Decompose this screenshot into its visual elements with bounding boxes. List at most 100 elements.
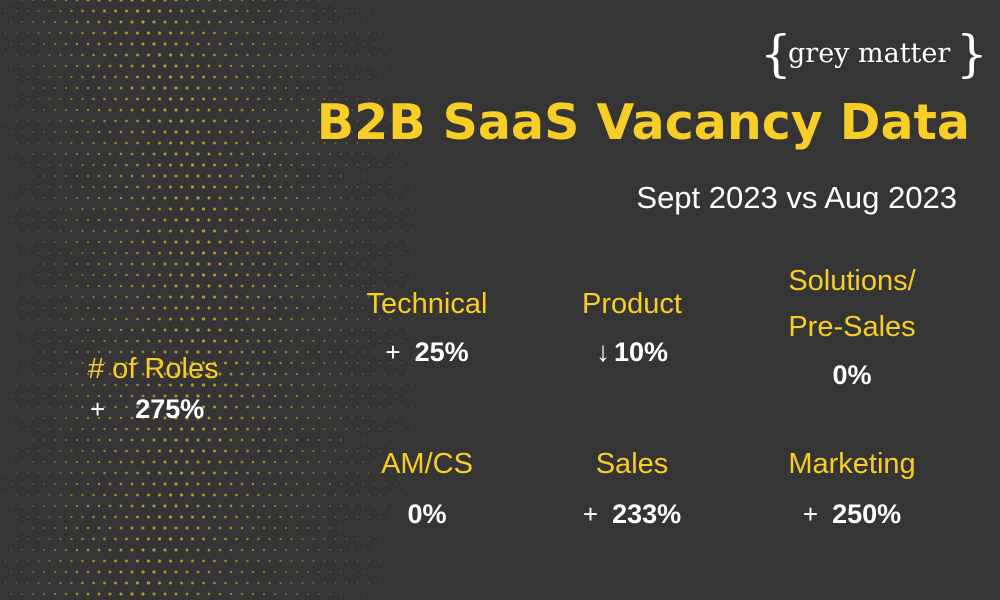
stat-roles-value-row: +275% [70, 392, 260, 426]
pattern-dot [163, 548, 167, 552]
pattern-dot [124, 581, 129, 585]
pattern-dot [59, 164, 62, 166]
pattern-dot [48, 98, 51, 100]
pattern-dot [246, 581, 249, 585]
pattern-dot [59, 230, 62, 232]
pattern-dot [362, 197, 364, 199]
pattern-dot [251, 394, 255, 398]
pattern-dot [32, 153, 34, 155]
pattern-dot [257, 97, 260, 101]
pattern-dot [174, 526, 178, 530]
pattern-dot [384, 351, 386, 353]
pattern-dot [185, 240, 189, 244]
pattern-dot [307, 549, 309, 551]
pattern-dot [389, 428, 392, 430]
pattern-dot [185, 108, 189, 112]
pattern-dot [229, 64, 233, 68]
pattern-dot [152, 416, 156, 420]
pattern-dot [251, 570, 255, 574]
pattern-dot [43, 505, 45, 507]
pattern-dot [64, 0, 68, 2]
pattern-dot [174, 130, 178, 134]
pattern-dot [86, 42, 90, 46]
pattern-dot [21, 219, 23, 221]
pattern-dot [81, 207, 84, 211]
pattern-dot [340, 109, 342, 111]
pattern-dot [295, 306, 299, 310]
pattern-dot [147, 493, 150, 497]
pattern-dot [70, 581, 73, 585]
pattern-dot [406, 263, 408, 265]
pattern-dot [323, 582, 326, 584]
pattern-dot [26, 164, 29, 166]
pattern-dot [26, 384, 29, 386]
pattern-dot [37, 32, 40, 34]
pattern-dot [179, 75, 184, 79]
pattern-dot [373, 197, 375, 199]
pattern-dot [246, 471, 249, 475]
pattern-dot [362, 21, 364, 23]
pattern-dot [196, 592, 200, 596]
pattern-dot [53, 570, 57, 574]
pattern-dot [75, 416, 79, 420]
pattern-dot [279, 141, 282, 145]
pattern-dot [389, 406, 392, 408]
pattern-dot [323, 32, 326, 34]
pattern-dot [318, 65, 320, 67]
pattern-dot [290, 537, 293, 541]
pattern-dot [130, 460, 134, 464]
pattern-dot [351, 131, 353, 133]
pattern-dot [190, 141, 195, 145]
pattern-dot [212, 405, 217, 409]
pattern-dot [384, 131, 386, 133]
pattern-dot [185, 438, 189, 442]
pattern-dot [367, 54, 370, 56]
stat-roles-label: # of Roles [88, 353, 219, 385]
pattern-dot [290, 515, 293, 519]
pattern-dot [146, 515, 151, 519]
pattern-dot [345, 406, 348, 408]
pattern-dot [373, 131, 375, 133]
pattern-dot [406, 351, 408, 353]
stat-roles: # of Roles +275% [70, 346, 260, 426]
pattern-dot [345, 340, 348, 342]
pattern-dot [334, 120, 337, 122]
pattern-dot [273, 372, 277, 376]
pattern-dot [103, 163, 106, 167]
pattern-dot [136, 273, 139, 277]
pattern-dot [179, 537, 184, 541]
pattern-dot [389, 296, 392, 298]
stat-product: Product ↓ 10% [540, 281, 724, 369]
pattern-dot [384, 153, 386, 155]
pattern-dot [301, 75, 304, 79]
pattern-dot [114, 273, 117, 277]
pattern-dot [367, 560, 370, 562]
pattern-dot [378, 32, 381, 34]
pattern-dot [307, 571, 309, 573]
pattern-dot [201, 427, 206, 431]
pattern-dot [21, 153, 23, 155]
pattern-dot [53, 64, 57, 68]
pattern-dot [196, 438, 200, 442]
pattern-dot [329, 87, 331, 89]
pattern-dot [202, 537, 205, 541]
pattern-dot [190, 405, 195, 409]
pattern-dot [54, 417, 56, 419]
pattern-dot [295, 218, 299, 222]
pattern-dot [240, 86, 244, 90]
pattern-dot [108, 174, 112, 178]
pattern-dot [70, 471, 73, 475]
pattern-dot [163, 130, 167, 134]
pattern-dot [152, 570, 156, 574]
pattern-dot [196, 284, 200, 288]
pattern-dot [168, 581, 173, 585]
pattern-dot [212, 207, 217, 211]
pattern-dot [32, 131, 34, 133]
pattern-dot [174, 262, 178, 266]
pattern-dot [329, 0, 331, 1]
pattern-dot [384, 439, 386, 441]
pattern-dot [174, 42, 178, 46]
pattern-dot [273, 592, 277, 596]
pattern-dot [389, 186, 392, 188]
pattern-dot [268, 339, 271, 343]
